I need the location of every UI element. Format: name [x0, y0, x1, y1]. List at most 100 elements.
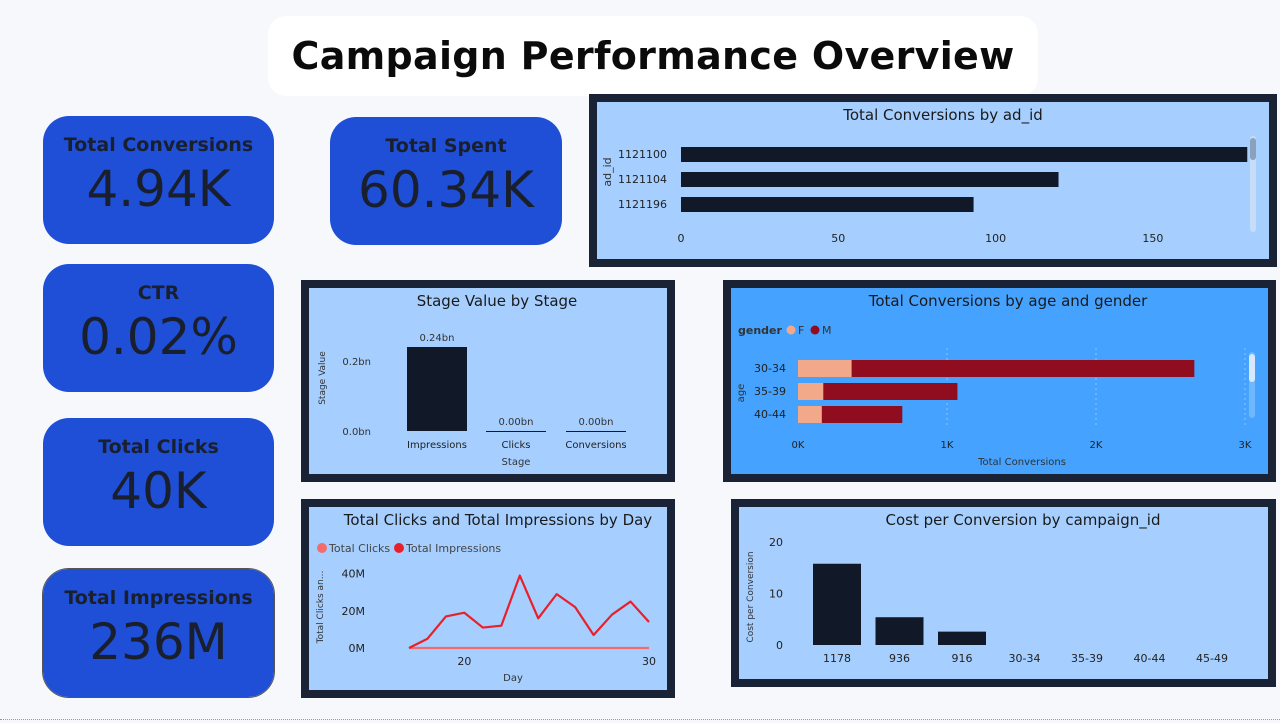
y-axis-title: Stage Value: [318, 351, 328, 405]
category-label: 30-34: [1009, 652, 1041, 665]
y-axis-title: Cost per Conversion: [746, 551, 756, 642]
kpi-total-spent[interactable]: Total Spent 60.34K: [330, 117, 562, 245]
bar: [681, 147, 1248, 162]
tick-label: 0K: [792, 440, 805, 451]
legend-swatch-m: [810, 325, 820, 335]
kpi-label: Total Impressions: [64, 587, 253, 609]
tick-label: 3K: [1239, 440, 1252, 451]
chart-title: Total Conversions by ad_id: [842, 106, 1043, 125]
legend-title: gender: [738, 324, 783, 337]
scrollbar-track[interactable]: [1250, 136, 1256, 232]
category-label: Clicks: [501, 440, 530, 451]
series-line: [408, 574, 650, 649]
scrollbar-thumb[interactable]: [1250, 138, 1256, 160]
category-label: 1121196: [618, 198, 667, 211]
category-label: 30-34: [754, 362, 786, 375]
stage-chart[interactable]: Stage Value by Stage Stage Value Stage 0…: [309, 288, 667, 474]
bar: [938, 631, 986, 645]
category-label: 45-49: [1196, 652, 1228, 665]
tick-label: 0.2bn: [342, 357, 371, 368]
kpi-ctr[interactable]: CTR 0.02%: [43, 264, 274, 392]
tick-label: 40M: [342, 568, 366, 581]
bar: [813, 563, 861, 645]
bar: [875, 617, 924, 645]
bar-segment: [821, 406, 903, 423]
category-label: 40-44: [754, 408, 786, 421]
chart-title: Stage Value by Stage: [417, 292, 578, 310]
legend-label-m: M: [822, 324, 832, 337]
category-label: 35-39: [1071, 652, 1103, 665]
age-gender-chart-panel[interactable]: Total Conversions by age and gender gend…: [723, 280, 1276, 482]
page-divider: [0, 719, 1280, 720]
tick-label: 150: [1142, 232, 1163, 245]
kpi-value: 0.02%: [79, 308, 238, 366]
tick-label: 0M: [349, 642, 366, 655]
x-axis-title: Total Conversions: [977, 457, 1066, 468]
category-label: Impressions: [407, 440, 467, 451]
tick-label: 2K: [1090, 440, 1103, 451]
legend-label-f: F: [798, 324, 804, 337]
kpi-value: 236M: [89, 613, 228, 671]
ad-id-chart-panel[interactable]: Total Conversions by ad_id ad_id 1121100…: [589, 94, 1277, 267]
tick-label: 0: [776, 639, 783, 652]
chart-title: Total Clicks and Total Impressions by Da…: [343, 511, 653, 529]
legend-label-impressions: Total Impressions: [405, 542, 501, 555]
x-axis-title: Day: [503, 673, 523, 684]
bar: [407, 347, 467, 431]
category-label: 40-44: [1134, 652, 1166, 665]
category-label: 1121100: [618, 148, 667, 161]
category-label: 916: [952, 652, 973, 665]
stage-chart-panel[interactable]: Stage Value by Stage Stage Value Stage 0…: [301, 280, 675, 482]
bar-segment: [823, 383, 958, 400]
chart-title: Cost per Conversion by campaign_id: [886, 511, 1161, 530]
tick-label: 100: [985, 232, 1006, 245]
data-label: 0.00bn: [579, 417, 614, 428]
kpi-value: 40K: [110, 462, 207, 520]
y-axis-title: Total Clicks an...: [316, 571, 326, 645]
kpi-label: CTR: [137, 282, 180, 304]
kpi-total-clicks[interactable]: Total Clicks 40K: [43, 418, 274, 546]
tick-label: 30: [642, 655, 656, 668]
cost-chart[interactable]: Cost per Conversion by campaign_id Cost …: [739, 507, 1268, 679]
bar-segment: [798, 383, 824, 400]
legend-swatch-f: [786, 325, 796, 335]
legend-label-clicks: Total Clicks: [328, 542, 390, 555]
legend-swatch-impressions: [394, 543, 404, 553]
tick-label: 20: [769, 536, 783, 549]
age-gender-chart[interactable]: Total Conversions by age and gender gend…: [731, 288, 1268, 474]
category-label: 35-39: [754, 385, 786, 398]
tick-label: 1K: [941, 440, 954, 451]
title-card: Campaign Performance Overview: [268, 16, 1038, 96]
category-label: 936: [889, 652, 910, 665]
tick-label: 0: [678, 232, 685, 245]
day-chart-panel[interactable]: Total Clicks and Total Impressions by Da…: [301, 499, 675, 698]
tick-label: 0.0bn: [342, 427, 371, 438]
tick-label: 20M: [342, 605, 366, 618]
day-chart[interactable]: Total Clicks and Total Impressions by Da…: [309, 507, 667, 690]
y-axis-title: age: [736, 384, 747, 403]
bar-segment: [798, 406, 822, 423]
kpi-value: 60.34K: [358, 161, 534, 219]
kpi-total-impressions[interactable]: Total Impressions 236M: [42, 568, 275, 698]
bar: [681, 197, 974, 212]
y-axis-title: ad_id: [601, 157, 614, 186]
ad-id-chart[interactable]: Total Conversions by ad_id ad_id 1121100…: [597, 102, 1269, 259]
bar-segment: [798, 360, 852, 377]
category-label: 1121104: [618, 173, 667, 186]
category-label: 1178: [823, 652, 851, 665]
page-title: Campaign Performance Overview: [291, 34, 1015, 78]
chart-title: Total Conversions by age and gender: [868, 292, 1148, 310]
x-axis-title: Stage: [502, 457, 531, 468]
kpi-label: Total Clicks: [98, 436, 219, 458]
kpi-label: Total Spent: [385, 135, 507, 157]
tick-label: 20: [457, 655, 471, 668]
tick-label: 10: [769, 588, 783, 601]
tick-label: 50: [831, 232, 845, 245]
bar-segment: [851, 360, 1195, 377]
scrollbar-thumb[interactable]: [1249, 354, 1255, 382]
kpi-total-conversions[interactable]: Total Conversions 4.94K: [43, 116, 274, 244]
bar: [566, 431, 626, 432]
kpi-value: 4.94K: [86, 160, 231, 218]
cost-chart-panel[interactable]: Cost per Conversion by campaign_id Cost …: [731, 499, 1276, 687]
category-label: Conversions: [565, 440, 626, 451]
